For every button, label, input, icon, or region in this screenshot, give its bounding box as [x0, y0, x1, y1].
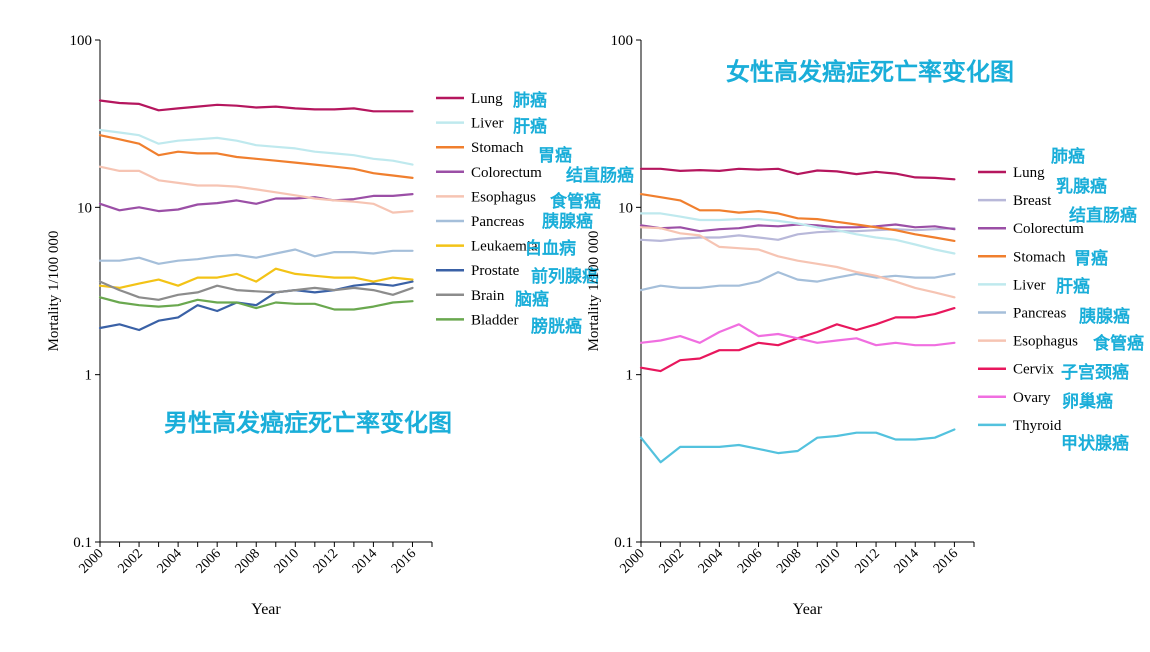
y-tick-label: 100	[611, 33, 634, 49]
x-tick-label: 2002	[657, 546, 687, 576]
legend-label: Colorectum	[1013, 221, 1084, 237]
series-line-pancreas	[98, 248, 414, 265]
legend-label: Cervix	[1013, 362, 1054, 378]
x-tick-label: 2008	[774, 546, 804, 576]
x-tick-label: 2008	[233, 546, 263, 576]
legend-label: Prostate	[471, 263, 520, 279]
legend-label: Liver	[1013, 277, 1045, 293]
legend-label: Stomach	[471, 140, 524, 156]
series-line-stomach	[639, 193, 956, 242]
legend-label-cn: 肝癌	[1056, 276, 1090, 297]
legend-label: Pancreas	[471, 214, 524, 230]
series-line-liver	[98, 128, 414, 166]
x-tick-label: 2006	[194, 546, 224, 576]
legend-label-cn: 胃癌	[538, 145, 572, 166]
y-tick-label: 100	[70, 33, 93, 49]
x-axis-title: Year	[793, 601, 823, 618]
legend-label: Brain	[471, 288, 505, 304]
legend-label-cn: 结直肠癌	[1069, 205, 1137, 226]
x-tick-label: 2004	[155, 546, 185, 576]
y-tick-label: 10	[77, 200, 92, 216]
legend-label-cn: 食管癌	[1093, 333, 1144, 354]
series-line-ovary	[639, 323, 956, 347]
series-line-esophagus	[639, 226, 956, 299]
legend-label-cn: 甲状腺癌	[1061, 433, 1129, 454]
legend-label-cn: 白血病	[525, 238, 576, 259]
legend-label-cn: 胃癌	[1074, 248, 1108, 269]
series-line-colorectum	[98, 193, 414, 213]
series-line-lung	[98, 99, 414, 113]
series-line-breast	[639, 227, 956, 242]
x-tick-label: 2006	[735, 546, 765, 576]
legend-label-cn: 前列腺癌	[531, 266, 599, 287]
legend-label-cn: 肝癌	[513, 116, 547, 137]
series-line-liver	[639, 212, 956, 255]
y-axis-title: Mortality 1/100 000	[46, 231, 62, 352]
x-tick-label: 2012	[311, 546, 341, 576]
series-line-leukaemia	[98, 267, 414, 289]
x-tick-label: 2016	[931, 546, 961, 576]
x-tick-label: 2012	[852, 546, 882, 576]
legend-label: Lung	[471, 91, 503, 107]
x-tick-label: 2002	[115, 546, 145, 576]
series-line-brain	[98, 280, 414, 301]
series-line-pancreas	[639, 271, 956, 292]
chart-title: 男性高发癌症死亡率变化图	[164, 409, 452, 437]
legend-label: Breast	[1013, 193, 1052, 209]
x-tick-label: 2010	[272, 546, 302, 576]
series-line-esophagus	[98, 165, 414, 214]
legend-label-cn: 胰腺癌	[542, 211, 593, 232]
y-tick-label: 10	[618, 200, 633, 216]
y-tick-label: 1	[85, 368, 93, 384]
legend-label: Bladder	[471, 312, 518, 328]
y-tick-label: 0.1	[73, 535, 92, 551]
x-tick-label: 2016	[389, 546, 419, 576]
legend-label-cn: 胰腺癌	[1079, 306, 1130, 327]
legend-label: Esophagus	[471, 189, 536, 205]
legend-label-cn: 食管癌	[550, 191, 601, 212]
legend-label: Colorectum	[471, 165, 542, 181]
legend-label-cn: 肺癌	[1051, 146, 1085, 167]
legend-label: Leukaemia	[471, 239, 538, 255]
legend-label-cn: 子宫颈癌	[1061, 362, 1129, 383]
x-tick-label: 2014	[892, 546, 922, 576]
y-axis-title: Mortality 1/100 000	[586, 231, 602, 352]
series-line-lung	[639, 167, 956, 181]
legend-label: Pancreas	[1013, 306, 1066, 322]
x-axis-title: Year	[251, 601, 281, 618]
chart-title: 女性高发癌症死亡率变化图	[726, 58, 1014, 86]
y-tick-label: 1	[626, 368, 634, 384]
legend-label-cn: 乳腺癌	[1056, 176, 1107, 197]
series-line-bladder	[98, 296, 414, 311]
series-line-prostate	[98, 280, 414, 332]
legend-label-cn: 结直肠癌	[566, 165, 634, 186]
legend-label: Thyroid	[1013, 418, 1062, 434]
x-tick-label: 2014	[350, 546, 380, 576]
legend-label-cn: 卵巢癌	[1062, 391, 1113, 412]
legend-label: Ovary	[1013, 390, 1051, 406]
series-line-stomach	[98, 134, 414, 179]
legend-label: Esophagus	[1013, 334, 1078, 350]
x-tick-label: 2010	[813, 546, 843, 576]
x-tick-label: 2004	[696, 546, 726, 576]
legend-label: Liver	[471, 116, 503, 132]
y-tick-label: 0.1	[614, 535, 633, 551]
legend-label: Lung	[1013, 165, 1045, 181]
legend-label-cn: 膀胱癌	[531, 316, 582, 337]
legend-label-cn: 肺癌	[513, 90, 547, 111]
series-line-thyroid	[639, 428, 956, 464]
legend-label-cn: 脑癌	[515, 289, 549, 310]
legend-label: Stomach	[1013, 249, 1066, 265]
